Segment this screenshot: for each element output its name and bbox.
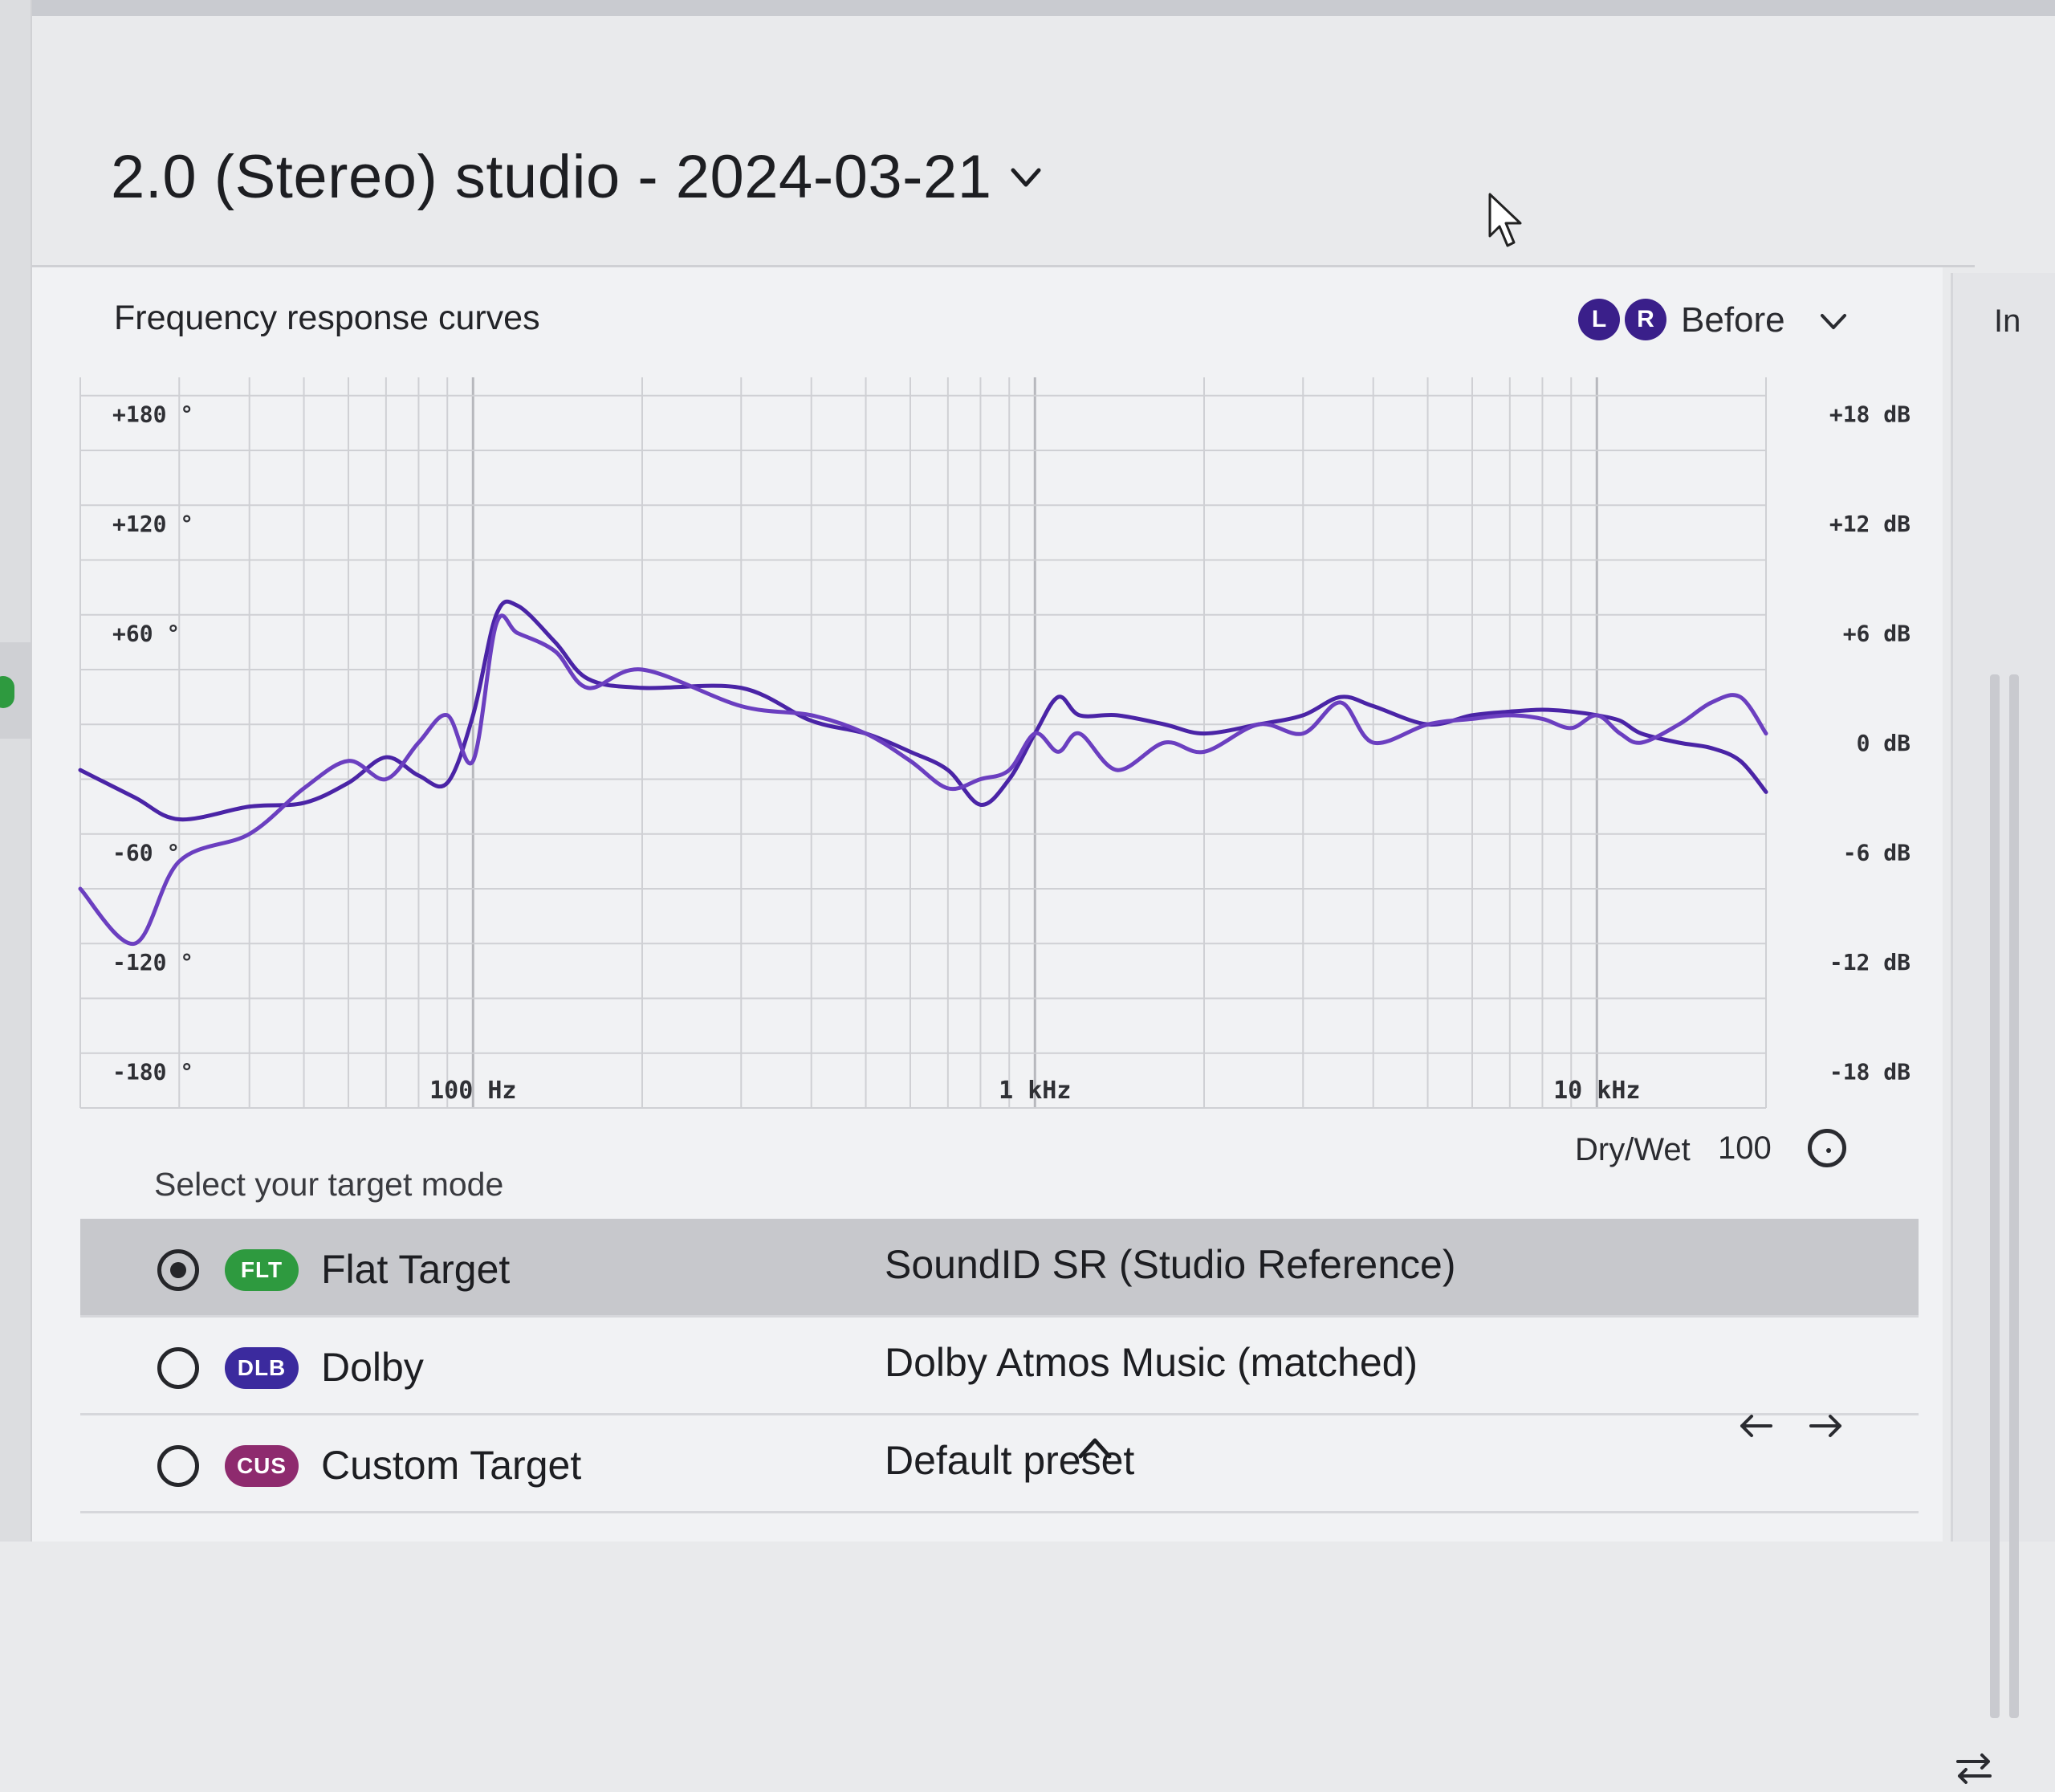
chevron-up-icon[interactable] xyxy=(1072,1426,1117,1471)
y-right-tick-label: -18 dB xyxy=(1829,1059,1911,1085)
channel-right-badge[interactable]: R xyxy=(1625,299,1666,340)
y-left-tick-label: -180 ° xyxy=(112,1059,193,1085)
window-top-bar xyxy=(0,0,2055,16)
x-tick-label: 1 kHz xyxy=(999,1077,1071,1105)
y-left-tick-label: +120 ° xyxy=(112,511,193,537)
y-left-tick-label: -60 ° xyxy=(112,840,180,866)
x-tick-label: 10 kHz xyxy=(1553,1077,1640,1105)
panel-title: Frequency response curves xyxy=(114,299,540,337)
chevron-down-icon[interactable] xyxy=(1007,157,1045,196)
mode-label: Flat Target xyxy=(321,1247,511,1292)
swap-icon[interactable] xyxy=(1950,1744,1998,1792)
channel-left-badge[interactable]: L xyxy=(1578,299,1620,340)
y-left-tick-label: -120 ° xyxy=(112,949,193,975)
view-mode-dropdown[interactable]: Before xyxy=(1681,300,1785,340)
input-label: In xyxy=(1994,303,2021,339)
drywet-label: Dry/Wet xyxy=(1575,1132,1691,1167)
radio-dolby[interactable] xyxy=(157,1347,199,1389)
drywet-knob[interactable] xyxy=(1808,1129,1846,1167)
target-row-custom[interactable]: CUS Custom Target Default preset xyxy=(80,1415,1919,1513)
target-mode-title: Select your target mode xyxy=(154,1166,504,1203)
frequency-response-chart: +18 dB +12 dB +6 dB 0 dB -6 dB -12 dB -18 dB +1… xyxy=(78,377,1911,1109)
chevron-down-icon[interactable] xyxy=(1816,303,1851,339)
flat-badge: FLT xyxy=(225,1249,299,1291)
y-right-tick-label: -12 dB xyxy=(1829,949,1911,975)
target-name[interactable]: Dolby Atmos Music (matched) xyxy=(885,1340,1418,1385)
mouse-cursor-icon xyxy=(1488,193,1522,247)
target-row-dolby[interactable]: DLB Dolby Dolby Atmos Music (matched) xyxy=(80,1317,1919,1415)
radio-flat[interactable] xyxy=(157,1249,199,1291)
y-right-tick-label: +18 dB xyxy=(1829,401,1911,428)
response-curve-1 xyxy=(78,613,1768,946)
y-left-tick-label: +180 ° xyxy=(112,401,193,428)
header-divider xyxy=(31,265,1975,267)
left-sidebar xyxy=(0,0,32,1542)
mode-label: Custom Target xyxy=(321,1443,582,1488)
target-row-flat[interactable]: FLT Flat Target SoundID SR (Studio Refer… xyxy=(80,1219,1919,1318)
custom-badge: CUS xyxy=(225,1445,299,1487)
preset-navigation xyxy=(1734,1403,1848,1448)
y-right-tick-label: +12 dB xyxy=(1829,511,1911,537)
target-name[interactable]: SoundID SR (Studio Reference) xyxy=(885,1242,1456,1287)
profile-selector[interactable]: 2.0 (Stereo) studio - 2024-03-21 xyxy=(111,136,1045,217)
radio-custom[interactable] xyxy=(157,1445,199,1487)
y-left-tick-label: +60 ° xyxy=(112,621,180,647)
input-meter-right xyxy=(2009,674,2019,1718)
y-right-tick-label: 0 dB xyxy=(1857,730,1911,756)
input-meter-panel xyxy=(1951,273,2055,1784)
status-indicator xyxy=(0,676,14,708)
mode-label: Dolby xyxy=(321,1345,424,1390)
arrow-right-icon[interactable] xyxy=(1803,1403,1848,1448)
response-curve-0 xyxy=(78,599,1768,822)
dolby-badge: DLB xyxy=(225,1347,299,1389)
x-tick-label: 100 Hz xyxy=(429,1077,516,1105)
arrow-left-icon[interactable] xyxy=(1734,1403,1779,1448)
y-right-tick-label: -6 dB xyxy=(1843,840,1911,866)
input-meter-left xyxy=(1990,674,2000,1718)
frequency-panel xyxy=(32,267,1943,1542)
drywet-value[interactable]: 100 xyxy=(1718,1130,1772,1166)
profile-title[interactable]: 2.0 (Stereo) studio - 2024-03-21 xyxy=(111,142,992,211)
y-right-tick-label: +6 dB xyxy=(1843,621,1911,647)
